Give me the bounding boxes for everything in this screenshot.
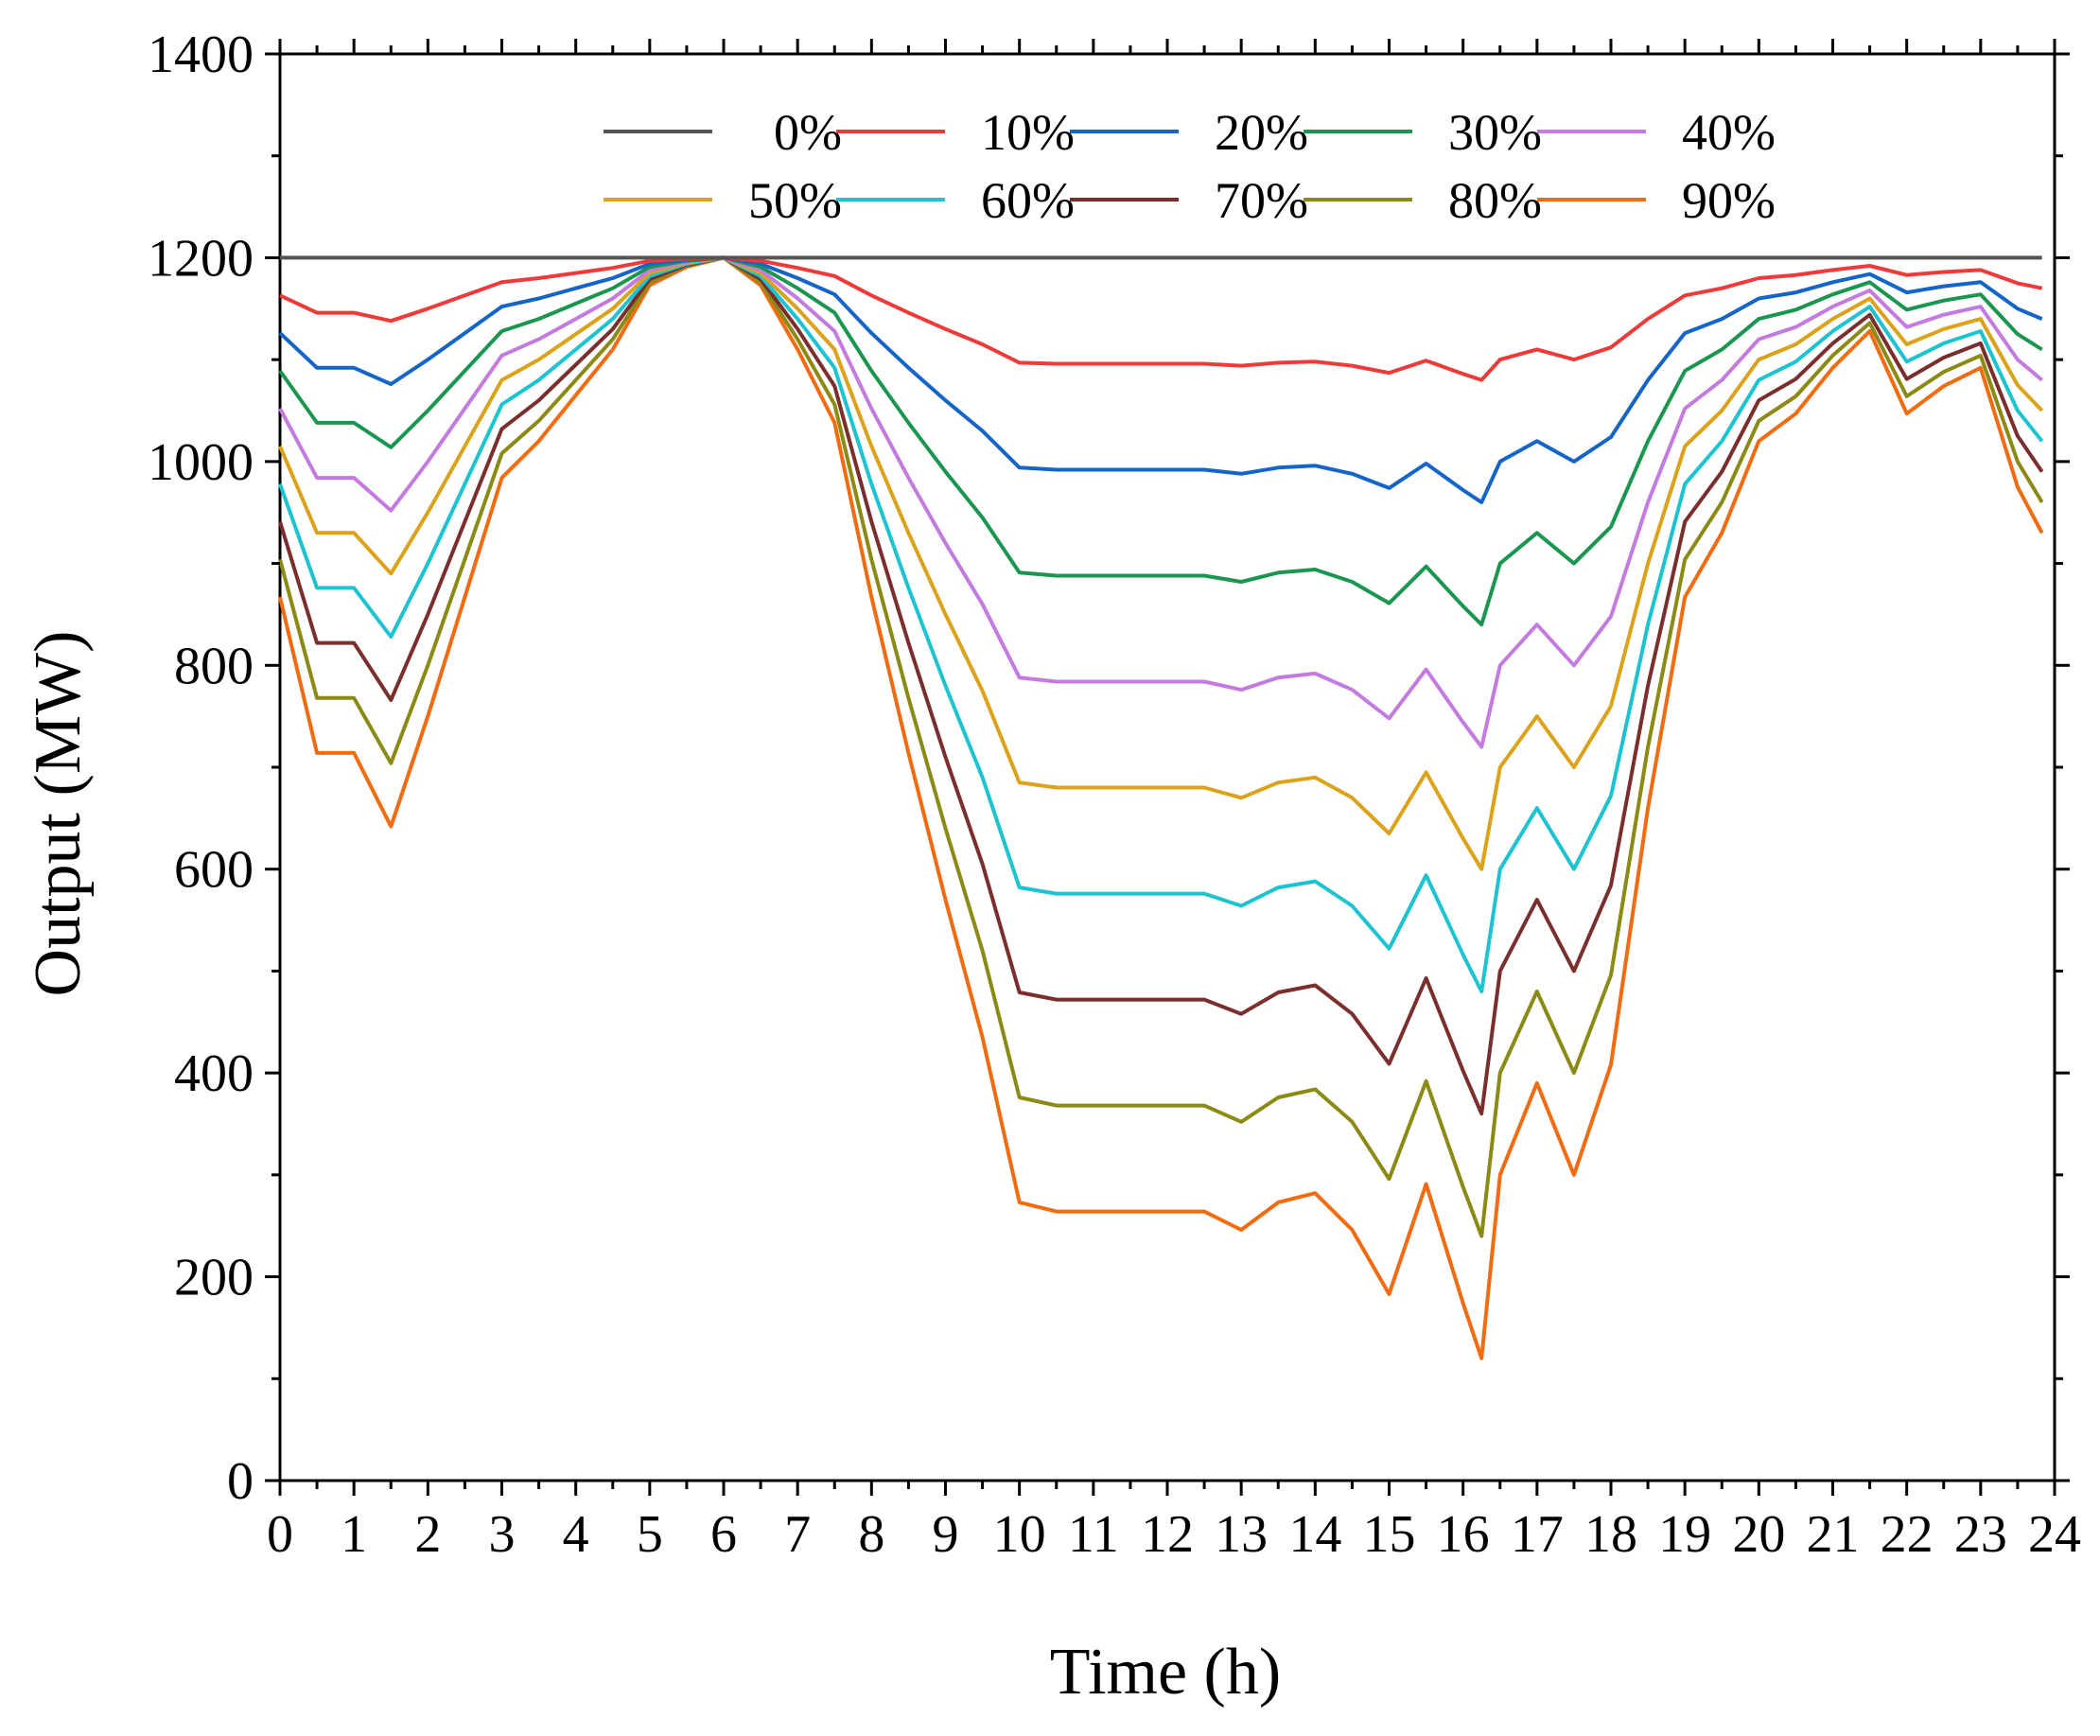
x-tick-label: 2: [414, 1505, 441, 1564]
x-tick-label: 21: [1807, 1505, 1860, 1564]
x-tick-label: 11: [1068, 1505, 1119, 1564]
x-tick-label: 7: [784, 1505, 811, 1564]
series-line-80pct: [278, 255, 2044, 1238]
x-tick-label: 18: [1584, 1505, 1637, 1564]
y-tick-label: 400: [174, 1044, 254, 1103]
x-tick-label: 19: [1658, 1505, 1711, 1564]
series-line-60pct: [278, 255, 2044, 993]
series-line-20pct: [278, 255, 2043, 504]
legend-label-60pct: 60%: [981, 172, 1075, 229]
series-line-40pct: [278, 255, 2043, 749]
y-tick-label: 600: [174, 841, 254, 900]
series-line-50pct: [278, 255, 2044, 871]
x-tick-label: 9: [933, 1505, 959, 1564]
y-tick-label: 1000: [148, 433, 254, 492]
x-tick-label: 15: [1363, 1505, 1416, 1564]
legend-label-0pct: 0%: [774, 104, 842, 161]
x-tick-label: 24: [2028, 1505, 2081, 1564]
plot-frame: [278, 52, 2056, 1482]
x-tick-label: 17: [1511, 1505, 1564, 1564]
legend-label-80pct: 80%: [1448, 172, 1542, 229]
y-tick-label: 200: [174, 1249, 254, 1307]
x-tick-label: 1: [341, 1505, 367, 1564]
series-line-70pct: [278, 255, 2044, 1116]
series-line-30pct: [278, 255, 2043, 627]
x-tick-label: 3: [489, 1505, 516, 1564]
x-tick-label: 12: [1141, 1505, 1194, 1564]
y-tick-label: 0: [227, 1452, 254, 1511]
legend-label-30pct: 30%: [1448, 104, 1542, 161]
x-tick-label: 4: [563, 1505, 589, 1564]
x-tick-label: 20: [1732, 1505, 1785, 1564]
x-tick-label: 16: [1437, 1505, 1490, 1564]
x-tick-label: 13: [1215, 1505, 1268, 1564]
x-tick-label: 5: [637, 1505, 663, 1564]
y-axis-title: Output (MW): [22, 631, 95, 997]
legend-label-70pct: 70%: [1215, 172, 1308, 229]
y-tick-label: 800: [174, 637, 254, 695]
x-tick-label: 22: [1881, 1505, 1934, 1564]
legend-label-10pct: 10%: [981, 104, 1075, 161]
x-tick-label: 6: [710, 1505, 737, 1564]
series-line-90pct: [278, 255, 2044, 1360]
y-tick-label: 1200: [148, 229, 254, 288]
x-tick-label: 8: [858, 1505, 884, 1564]
legend-label-40pct: 40%: [1682, 104, 1776, 161]
legend-label-50pct: 50%: [748, 172, 842, 229]
legend-label-20pct: 20%: [1215, 104, 1308, 161]
x-tick-label: 10: [993, 1505, 1046, 1564]
x-tick-label: 23: [1954, 1505, 2007, 1564]
x-tick-label: 0: [267, 1505, 293, 1564]
y-tick-label: 1400: [148, 26, 254, 84]
x-tick-label: 14: [1288, 1505, 1341, 1564]
x-axis-title: Time (h): [1050, 1636, 1281, 1709]
legend-label-90pct: 90%: [1682, 172, 1776, 229]
series-line-10pct: [279, 255, 2043, 382]
